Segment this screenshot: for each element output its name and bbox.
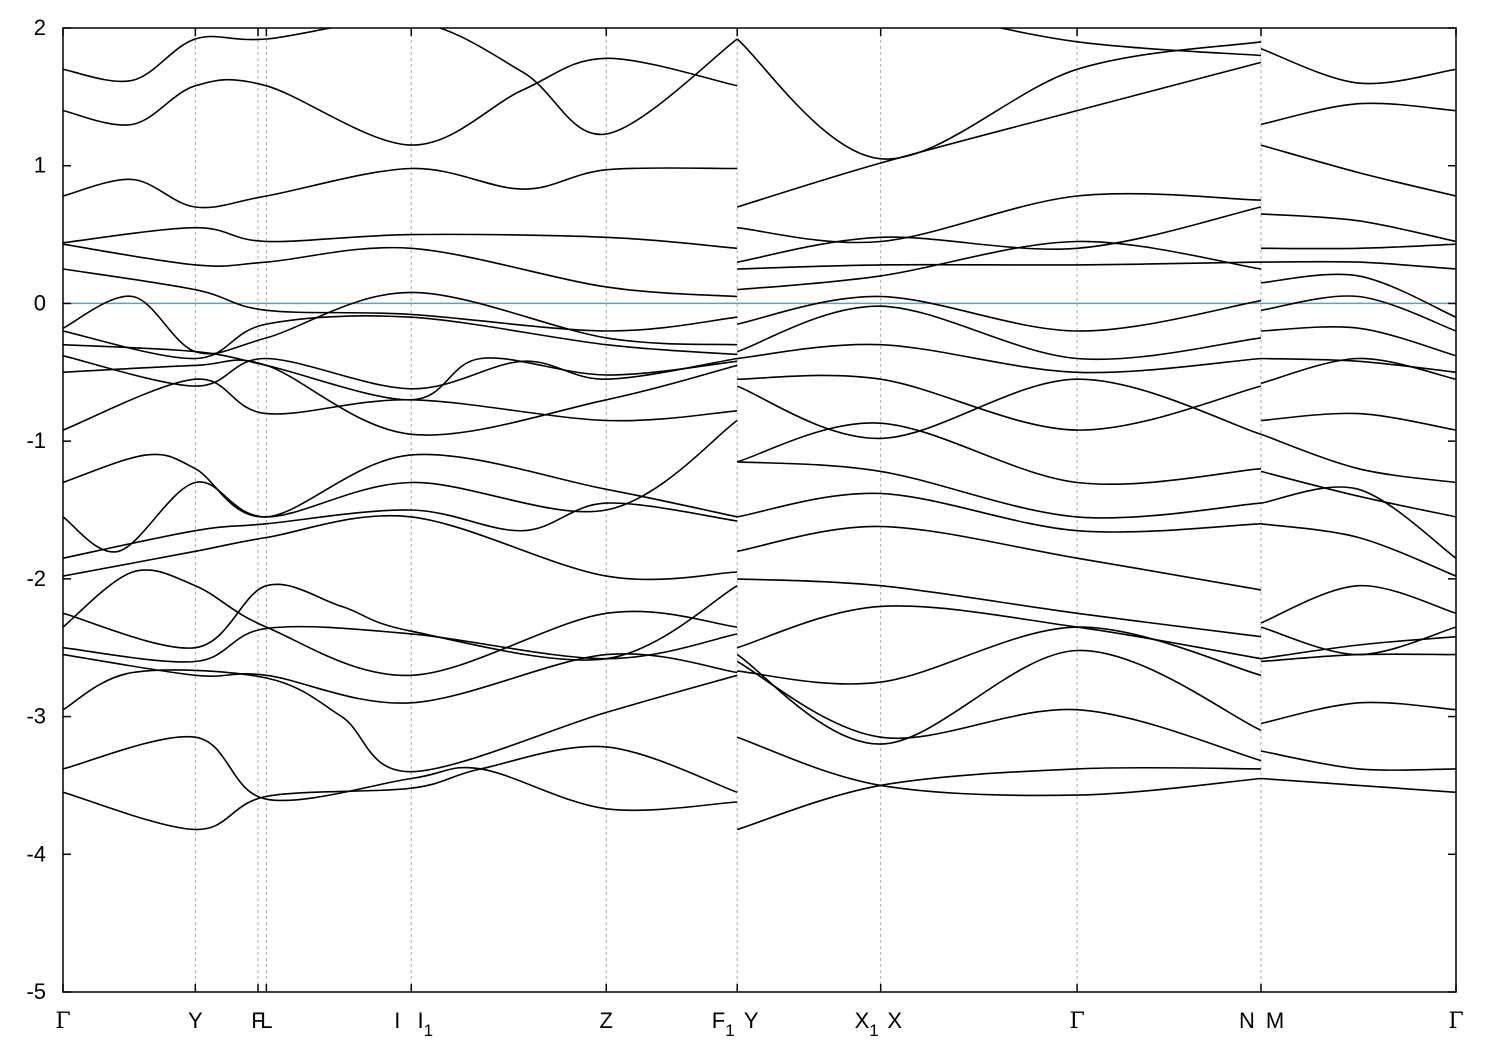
x-tick-label: Y — [744, 1008, 759, 1033]
band-line-seg1-22 — [996, 28, 1262, 57]
band-line-seg1-16 — [737, 240, 1262, 291]
band-line-seg2-1 — [1260, 750, 1456, 772]
y-tick-label: 0 — [34, 290, 46, 315]
band-line-seg0-13 — [63, 355, 738, 390]
x-tick-label: M — [1266, 1008, 1284, 1033]
band-line-seg0-19 — [63, 226, 738, 250]
plot-frame — [62, 27, 1457, 993]
band-line-seg2-16 — [1260, 273, 1456, 318]
band-line-seg0-18 — [63, 243, 738, 298]
y-tick-label: 2 — [34, 15, 46, 40]
x-tick-label: I1 — [417, 1008, 433, 1040]
band-line-seg1-14 — [736, 305, 1262, 361]
band-line-seg0-8 — [63, 502, 738, 559]
band-line-seg1-8 — [737, 492, 1262, 533]
band-line-seg1-2 — [736, 660, 1262, 762]
band-line-seg0-20 — [63, 167, 738, 209]
y-axis-ticks: 2 1 0 -1 -2 -3 -4 -5 — [26, 15, 1456, 1004]
band-line-seg0-11 — [63, 378, 738, 431]
band-line-seg0-12 — [63, 359, 738, 436]
band-line-seg0-0 — [63, 745, 738, 831]
x-tick-label: Γ — [55, 1009, 70, 1034]
x-tick-label: X — [887, 1008, 902, 1033]
plot-background — [63, 28, 1456, 992]
band-line-seg0-21 — [63, 57, 738, 146]
band-line-seg1-9 — [737, 461, 1262, 519]
y-tick-label: -3 — [26, 704, 46, 729]
band-line-seg0-16 — [63, 291, 738, 355]
band-line-seg2-19 — [1260, 213, 1456, 243]
x-tick-label: Z — [600, 1008, 613, 1033]
x-tick-label: L — [260, 1008, 272, 1033]
band-line-seg1-20 — [736, 61, 1262, 208]
band-line-seg0-1 — [63, 735, 738, 812]
band-line-seg1-17 — [737, 261, 1262, 270]
band-line-seg0-9 — [63, 419, 738, 553]
x-tick-label: F1 — [712, 1008, 735, 1040]
band-line-seg1-7 — [737, 525, 1262, 591]
band-line-seg2-21 — [1260, 102, 1456, 126]
band-line-seg0-4 — [63, 625, 738, 663]
x-tick-label: X1 — [855, 1008, 879, 1040]
band-line-seg2-14 — [1260, 326, 1456, 357]
band-line-seg2-20 — [1260, 144, 1456, 197]
band-line-seg1-4 — [737, 626, 1262, 685]
band-line-seg2-0 — [1260, 777, 1456, 794]
band-line-seg0-10 — [63, 453, 738, 518]
band-line-seg2-2 — [1260, 701, 1456, 725]
band-line-seg1-6 — [737, 578, 1262, 638]
band-line-seg0-17 — [63, 268, 738, 332]
band-line-seg1-11 — [736, 378, 1262, 440]
band-line-seg2-18 — [1260, 243, 1456, 250]
band-line-seg0-22 — [63, 28, 738, 136]
band-line-seg2-9 — [1260, 470, 1456, 518]
band-line-seg2-11 — [1260, 412, 1456, 431]
band-line-seg2-4 — [1260, 635, 1456, 660]
band-line-seg2-6 — [1260, 584, 1456, 624]
band-line-seg1-3 — [736, 649, 1262, 745]
x-tick-label: Γ — [1069, 1009, 1084, 1034]
band-line-seg2-8 — [1260, 486, 1456, 559]
band-line-seg2-17 — [1260, 260, 1456, 270]
band-line-seg1-1 — [736, 736, 1262, 797]
band-line-seg2-22 — [1260, 47, 1456, 85]
x-tick-label: Γ — [1448, 1009, 1463, 1034]
band-line-seg1-13 — [737, 343, 1262, 374]
y-tick-label: -2 — [26, 566, 46, 591]
band-line-seg0-6 — [63, 583, 738, 661]
band-line-seg1-0 — [736, 766, 1262, 831]
y-tick-label: -1 — [26, 428, 46, 453]
band-line-seg1-12 — [737, 374, 1262, 431]
band-line-seg0-2 — [63, 669, 738, 773]
x-tick-label: I — [394, 1008, 400, 1033]
x-tick-subscript: 1 — [424, 1021, 433, 1040]
band-line-seg2-13 — [1260, 357, 1456, 374]
band-line-seg1-5 — [736, 605, 1262, 660]
x-tick-label: N — [1239, 1008, 1255, 1033]
y-tick-label: -5 — [26, 979, 46, 1004]
band-line-seg2-15 — [1260, 295, 1456, 332]
band-line-seg2-7 — [1260, 523, 1456, 577]
band-line-seg1-10 — [736, 422, 1262, 486]
x-tick-subscript: 1 — [725, 1021, 734, 1040]
band-line-seg1-19 — [737, 192, 1262, 244]
x-tick-label: Y — [188, 1008, 203, 1033]
band-line-seg2-10 — [1260, 433, 1456, 484]
band-line-seg0-3 — [63, 653, 738, 704]
band-lines — [63, 28, 1456, 831]
band-line-seg0-15 — [63, 315, 738, 360]
band-line-seg0-7 — [63, 514, 738, 581]
y-tick-label: 1 — [34, 153, 46, 178]
band-line-seg2-12 — [1260, 357, 1456, 385]
band-line-seg1-15 — [737, 295, 1262, 332]
y-tick-label: -4 — [26, 841, 46, 866]
band-line-seg0-5 — [63, 569, 738, 677]
x-tick-subscript: 1 — [869, 1021, 878, 1040]
x-tick-label: F — [251, 1008, 264, 1033]
band-line-seg1-18 — [737, 206, 1262, 263]
band-line-seg2-5 — [1260, 626, 1456, 656]
